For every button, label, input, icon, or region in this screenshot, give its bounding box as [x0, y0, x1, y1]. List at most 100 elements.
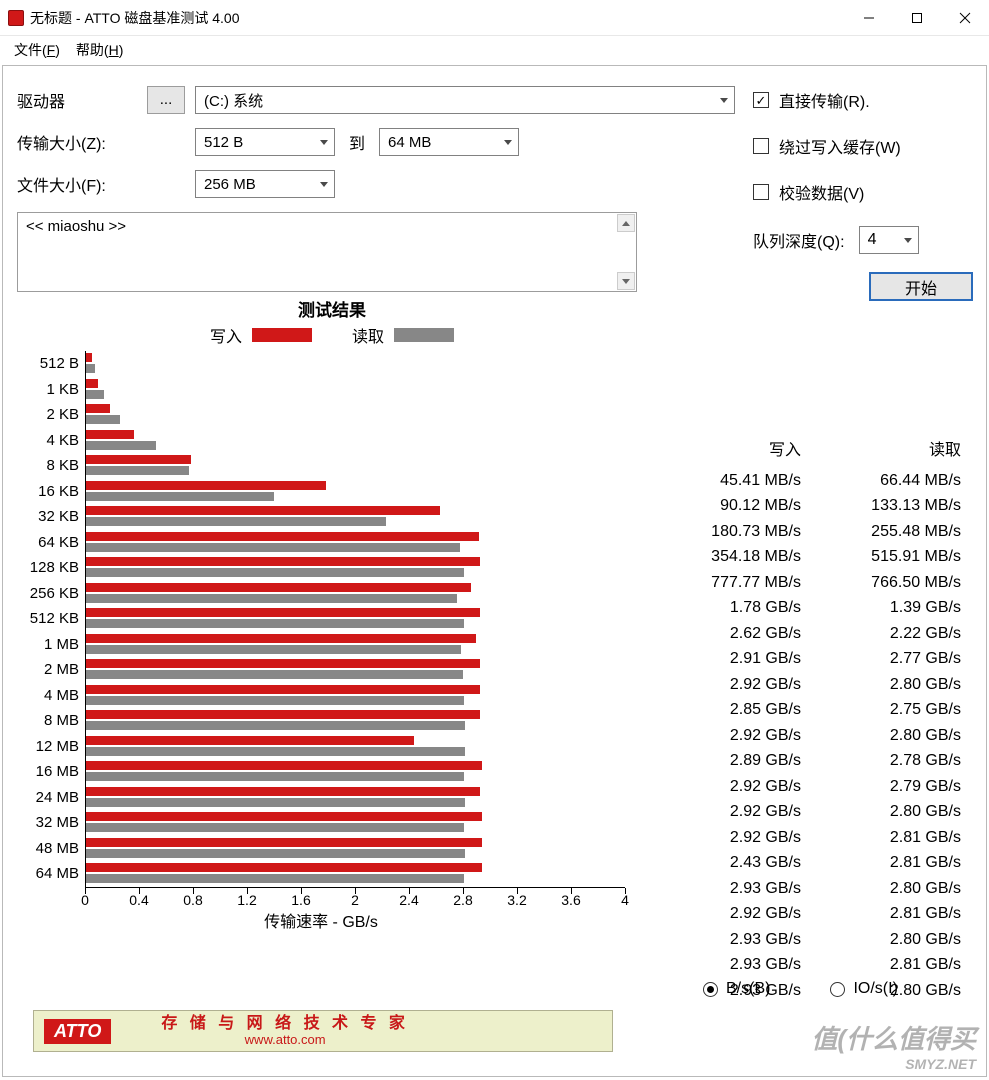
- read-bar: [86, 823, 464, 832]
- chart-y-label: 1 MB: [17, 632, 85, 658]
- write-value: 354.18 MB/s: [641, 548, 801, 566]
- read-value: 2.77 GB/s: [801, 650, 961, 668]
- read-bar: [86, 721, 465, 730]
- read-bar: [86, 415, 120, 424]
- maximize-button[interactable]: [893, 0, 941, 36]
- read-value: 1.39 GB/s: [801, 599, 961, 617]
- write-value: 90.12 MB/s: [641, 497, 801, 515]
- drive-select[interactable]: (C:) 系统: [195, 86, 735, 114]
- read-bar: [86, 543, 460, 552]
- atto-logo: ATTO: [44, 1019, 111, 1044]
- bypass-cache-checkbox[interactable]: 绕过写入缓存(W): [753, 134, 973, 158]
- read-value: 2.22 GB/s: [801, 625, 961, 643]
- chart-bar-row: [86, 861, 625, 887]
- file-size-select[interactable]: 256 MB: [195, 170, 335, 198]
- direct-io-checkbox[interactable]: 直接传输(R).: [753, 88, 973, 112]
- legend-write-label: 写入: [210, 323, 242, 347]
- results-row: 180.73 MB/s255.48 MB/s: [641, 519, 961, 545]
- chart-bar-row: [86, 402, 625, 428]
- description-textarea[interactable]: << miaoshu >>: [17, 212, 637, 292]
- write-value: 2.93 GB/s: [641, 931, 801, 949]
- chart-y-label: 4 KB: [17, 428, 85, 454]
- chart-y-label: 256 KB: [17, 581, 85, 607]
- chart-bar-row: [86, 708, 625, 734]
- options-panel: 直接传输(R). 绕过写入缓存(W) 校验数据(V) 队列深度(Q): 4 开始: [753, 88, 973, 301]
- verify-data-checkbox[interactable]: 校验数据(V): [753, 180, 973, 204]
- transfer-size-to-select[interactable]: 64 MB: [379, 128, 519, 156]
- read-bar: [86, 798, 465, 807]
- chart-y-label: 8 KB: [17, 453, 85, 479]
- chart-bar-row: [86, 632, 625, 658]
- footer-slogan: 存 储 与 网 络 技 术 专 家 www.atto.com: [161, 1015, 409, 1047]
- results-row: 2.43 GB/s2.81 GB/s: [641, 851, 961, 877]
- transfer-size-to-value: 64 MB: [388, 134, 431, 151]
- read-bar: [86, 696, 464, 705]
- write-value: 2.93 GB/s: [641, 956, 801, 974]
- chart-bar-row: [86, 836, 625, 862]
- results-row: 2.92 GB/s2.81 GB/s: [641, 902, 961, 928]
- description-text: << miaoshu >>: [26, 218, 126, 235]
- results-row: 2.92 GB/s2.80 GB/s: [641, 800, 961, 826]
- chart-bar-row: [86, 453, 625, 479]
- write-value: 2.93 GB/s: [641, 880, 801, 898]
- units-bs-radio[interactable]: B/s(B): [703, 980, 770, 998]
- write-bar: [86, 863, 482, 872]
- read-value: 2.80 GB/s: [801, 676, 961, 694]
- read-bar: [86, 645, 461, 654]
- drive-browse-button[interactable]: ...: [147, 86, 185, 114]
- drive-label: 驱动器: [17, 88, 147, 112]
- results-row: 2.93 GB/s2.80 GB/s: [641, 876, 961, 902]
- chart-y-label: 512 KB: [17, 606, 85, 632]
- results-row: 2.92 GB/s2.79 GB/s: [641, 774, 961, 800]
- chart-bar-row: [86, 479, 625, 505]
- results-row: 2.92 GB/s2.80 GB/s: [641, 672, 961, 698]
- title-bar: 无标题 - ATTO 磁盘基准测试 4.00: [0, 0, 989, 36]
- read-value: 2.80 GB/s: [801, 880, 961, 898]
- results-row: 45.41 MB/s66.44 MB/s: [641, 468, 961, 494]
- chart-y-label: 2 KB: [17, 402, 85, 428]
- write-bar: [86, 583, 471, 592]
- results-row: 90.12 MB/s133.13 MB/s: [641, 494, 961, 520]
- write-value: 2.92 GB/s: [641, 829, 801, 847]
- write-bar: [86, 353, 92, 362]
- chart-y-label: 128 KB: [17, 555, 85, 581]
- write-value: 2.92 GB/s: [641, 778, 801, 796]
- read-bar: [86, 364, 95, 373]
- chart-y-label: 8 MB: [17, 708, 85, 734]
- start-button[interactable]: 开始: [869, 272, 973, 301]
- legend-write-swatch: [252, 328, 312, 342]
- results-row: 2.89 GB/s2.78 GB/s: [641, 749, 961, 775]
- chart-y-label: 12 MB: [17, 734, 85, 760]
- units-ios-radio[interactable]: IO/s(I): [830, 980, 897, 998]
- menu-help[interactable]: 帮助(H): [68, 37, 131, 63]
- write-bar: [86, 736, 414, 745]
- chart-x-tick: 3.6: [561, 892, 580, 908]
- results-row: 777.77 MB/s766.50 MB/s: [641, 570, 961, 596]
- results-row: 354.18 MB/s515.91 MB/s: [641, 545, 961, 571]
- results-read-header: 读取: [801, 436, 961, 460]
- results-row: 2.92 GB/s2.81 GB/s: [641, 825, 961, 851]
- transfer-size-from-select[interactable]: 512 B: [195, 128, 335, 156]
- chart-y-label: 64 KB: [17, 530, 85, 556]
- write-bar: [86, 838, 482, 847]
- scroll-up-button[interactable]: [617, 214, 635, 232]
- chart-bar-row: [86, 581, 625, 607]
- scroll-down-button[interactable]: [617, 272, 635, 290]
- write-bar: [86, 532, 479, 541]
- queue-depth-label: 队列深度(Q):: [753, 228, 845, 252]
- app-icon: [8, 10, 24, 26]
- chart-x-tick: 0: [81, 892, 89, 908]
- results-title: 测试结果: [17, 296, 647, 321]
- close-button[interactable]: [941, 0, 989, 36]
- write-bar: [86, 608, 480, 617]
- chart-bar-row: [86, 606, 625, 632]
- minimize-button[interactable]: [845, 0, 893, 36]
- write-bar: [86, 787, 480, 796]
- chart-y-label: 16 MB: [17, 759, 85, 785]
- write-value: 2.85 GB/s: [641, 701, 801, 719]
- menu-file[interactable]: 文件(F): [6, 37, 68, 63]
- read-bar: [86, 517, 386, 526]
- read-bar: [86, 772, 464, 781]
- chart-bar-row: [86, 504, 625, 530]
- queue-depth-select[interactable]: 4: [859, 226, 919, 254]
